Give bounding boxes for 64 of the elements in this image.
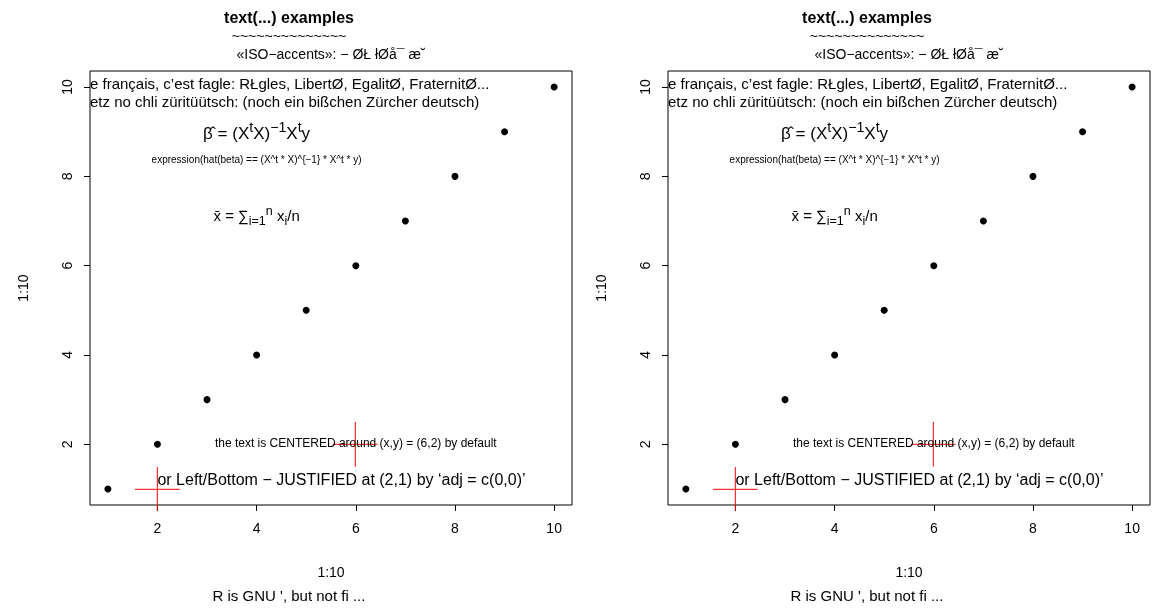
annotation: or Left/Bottom − JUSTIFIED at (2,1) by ‘adj = c(0,0)’ (735, 471, 1104, 489)
x-tick-label: 8 (1029, 520, 1038, 536)
y-tick-label: 10 (637, 79, 653, 95)
annotation: β̂ = (X$^{t}$X)$^{−1}$X$^{t}$y (781, 119, 889, 144)
x-tick-label: 4 (830, 520, 839, 536)
point (880, 306, 888, 314)
y-tick-label: 8 (637, 172, 653, 181)
point (401, 217, 409, 225)
point (253, 351, 261, 359)
x-tick-label: 10 (1124, 520, 1141, 536)
point (352, 262, 360, 270)
y-tick-label: 4 (59, 350, 75, 359)
y-tick-label: 8 (59, 172, 75, 181)
point (731, 440, 739, 448)
y-tick-label: 2 (637, 440, 653, 449)
y-axis-title: 1:10 (593, 274, 609, 302)
x-tick-label: 10 (546, 520, 563, 536)
point (979, 217, 987, 225)
point (1079, 128, 1087, 136)
x-tick-label: 6 (929, 520, 938, 536)
annotation: e français, c’est fagle: RŁgles, LibertØ, EgalitØ, FraternitØ... (668, 74, 1068, 93)
annotation: β̂ = (X$^{t}$X)$^{−1}$X$^{t}$y (203, 119, 311, 144)
point (153, 440, 161, 448)
annotation: or Left/Bottom − JUSTIFIED at (2,1) by ‘adj = c(0,0)’ (157, 471, 526, 489)
x-tick-label: 2 (731, 520, 740, 536)
point (104, 485, 112, 493)
text: R is GNU ', but not fi ... (790, 586, 944, 605)
text: R is GNU ', but not fi ... (212, 586, 366, 605)
y-axis-title: 1:10 (15, 274, 31, 302)
point (781, 396, 789, 404)
annotation: etz no chli züritüütsch: (noch ein bißchen Zürcher deutsch) (668, 92, 1058, 111)
annotation: x̄ = ∑$_{i=1}$$^{n}$ x$_{i}$/n (791, 203, 878, 229)
x-axis-title: 1:10 (317, 564, 345, 580)
point (451, 172, 459, 180)
chart-subtitle: ~~~~~~~~~~~~~~ (231, 28, 347, 44)
y-tick-label: 6 (637, 261, 653, 270)
point (501, 128, 509, 136)
chart-title: text(...) examples (802, 8, 933, 26)
x-tick-label: 8 (451, 520, 460, 536)
point (682, 485, 690, 493)
text: «ISO−accents»: − ØŁ łØå¯ æ˘ (814, 46, 1004, 63)
annotation: expression(hat(beta) == (X^t * X)^{−1} * X^t * y) (729, 153, 940, 164)
annotation: e français, c’est fagle: RŁgles, LibertØ, EgalitØ, FraternitØ... (90, 74, 490, 93)
point (550, 83, 558, 91)
y-tick-label: 10 (59, 79, 75, 95)
y-tick-label: 4 (637, 350, 653, 359)
point (1029, 172, 1037, 180)
point (930, 262, 938, 270)
point (1128, 83, 1136, 91)
x-tick-label: 4 (252, 520, 261, 536)
point (302, 306, 310, 314)
annotation: x̄ = ∑$_{i=1}$$^{n}$ x$_{i}$/n (213, 203, 300, 229)
y-tick-label: 2 (59, 440, 75, 449)
annotation: etz no chli züritüütsch: (noch ein bißchen Zürcher deutsch) (90, 92, 480, 111)
chart-subtitle: ~~~~~~~~~~~~~~ (809, 28, 925, 44)
annotation: expression(hat(beta) == (X^t * X)^{−1} * X^t * y) (151, 153, 362, 164)
x-tick-label: 2 (153, 520, 162, 536)
point (831, 351, 839, 359)
chart-title: text(...) examples (224, 8, 355, 26)
x-axis-title: 1:10 (895, 564, 923, 580)
x-tick-label: 6 (351, 520, 360, 536)
text: «ISO−accents»: − ØŁ łØå¯ æ˘ (236, 46, 426, 63)
y-tick-label: 6 (59, 261, 75, 270)
point (203, 396, 211, 404)
